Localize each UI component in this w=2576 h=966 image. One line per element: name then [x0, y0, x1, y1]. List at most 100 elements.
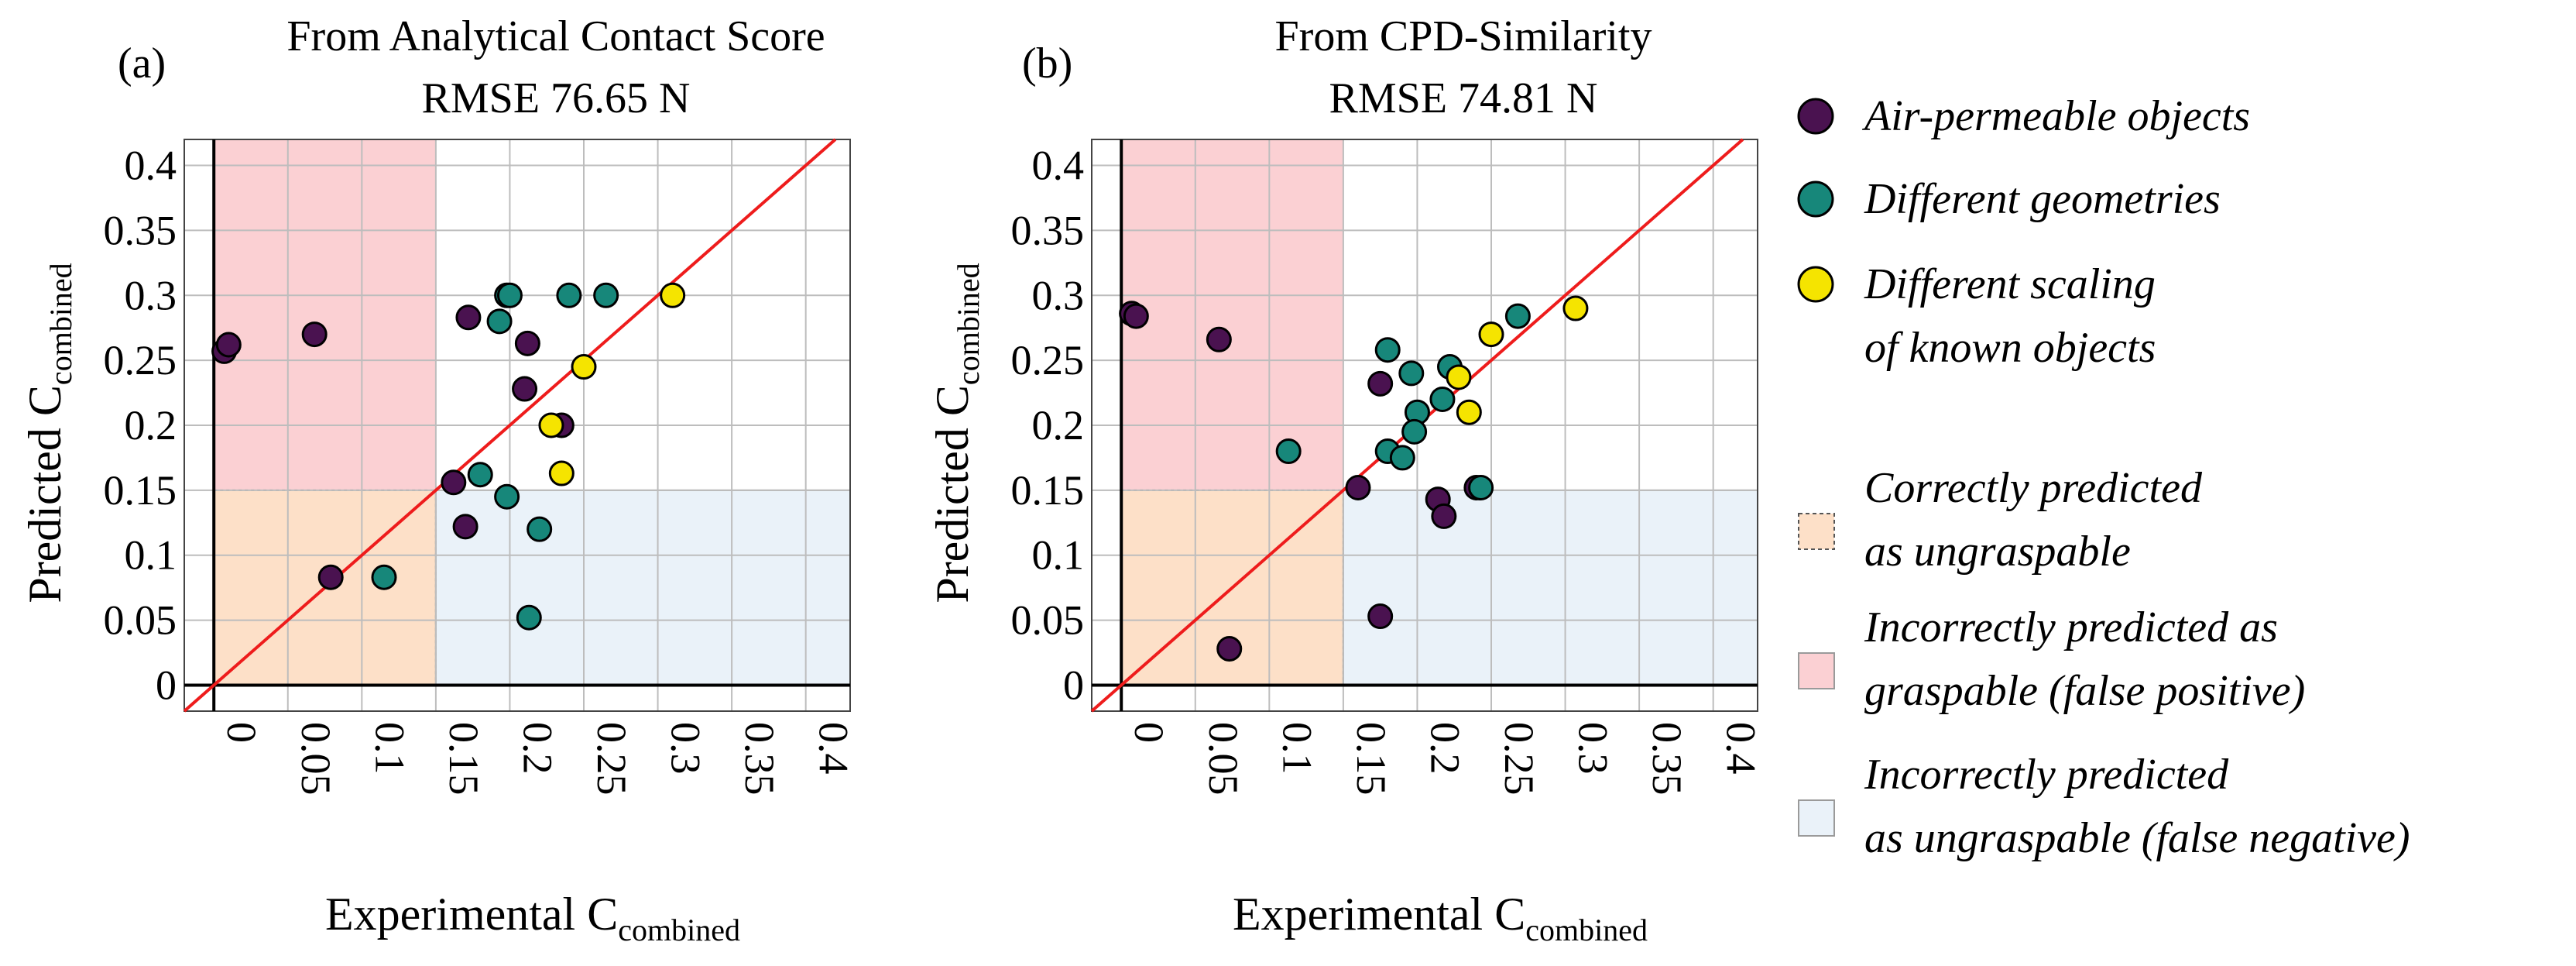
y-tick-label: 0.35 — [1011, 207, 1085, 253]
y-axis-label-main: Predicted C — [19, 385, 70, 603]
data-point-series-2 — [486, 308, 513, 335]
data-point-series-3 — [538, 412, 564, 438]
data-point-series-3 — [1446, 364, 1472, 390]
y-tick-label: 0.15 — [1011, 467, 1085, 514]
legend-label-false-positive-line1: Incorrectly predicted as — [1864, 603, 2278, 651]
y-axis-label-sub: combined — [951, 263, 986, 385]
data-point-series-2 — [1398, 360, 1425, 387]
x-tick-label: 0.2 — [1422, 722, 1468, 775]
identity-line — [183, 138, 837, 713]
legend-label-false-negative-line1: Incorrectly predicted — [1864, 751, 2229, 799]
y-tick-label: 0.2 — [1032, 402, 1085, 449]
data-point-series-2 — [1389, 445, 1415, 471]
chart-title-line1: From Analytical Contact Score — [286, 12, 825, 60]
y-axis-label-main: Predicted C — [927, 385, 978, 603]
data-point-series-3 — [571, 354, 597, 380]
data-point-series-1 — [441, 469, 467, 496]
data-point-series-2 — [371, 564, 397, 590]
x-axis-label-main: Experimental C — [325, 889, 618, 940]
data-point-series-2 — [1429, 386, 1456, 412]
chart-title-line1: From CPD-Similarity — [1275, 12, 1652, 60]
y-tick-label: 0.3 — [125, 272, 177, 318]
legend-label-series-3: Different scaling — [1864, 260, 2156, 308]
data-point-series-1 — [215, 332, 242, 358]
x-axis-label-sub: combined — [618, 913, 740, 947]
legend-swatch-false-negative — [1798, 799, 1835, 837]
y-tick-label: 0.1 — [1032, 532, 1085, 579]
y-tick-label: 0.1 — [125, 532, 177, 579]
legend-label-series-3-line2: of known objects — [1864, 324, 2156, 372]
data-point-series-2 — [527, 516, 553, 542]
region-false-negative — [435, 490, 850, 686]
legend: Air-permeable objects Different geometrie… — [1797, 92, 2410, 862]
y-tick-label: 0.05 — [1011, 597, 1085, 644]
data-point-series-1 — [512, 376, 538, 402]
data-point-series-2 — [1504, 303, 1531, 329]
legend-marker-series-2 — [1797, 180, 1834, 218]
plot-frame — [184, 139, 851, 712]
data-point-series-1 — [301, 321, 328, 348]
y-tick-label: 0.25 — [104, 337, 177, 383]
data-point-series-3 — [1478, 321, 1504, 348]
data-point-series-1 — [1367, 603, 1394, 630]
y-tick-label: 0 — [1063, 662, 1084, 708]
x-tick-label: 0.05 — [1200, 722, 1247, 796]
y-tick-label: 0.4 — [125, 143, 177, 189]
legend-label-false-negative-line2: as ungraspable (false negative) — [1864, 814, 2410, 862]
x-axis-label: Experimental Ccombined — [1233, 889, 1648, 947]
x-tick-label: 0.3 — [1570, 722, 1617, 775]
data-point-series-2 — [593, 282, 619, 308]
legend-label-correct-ungraspable-line1: Correctly predicted — [1864, 464, 2203, 512]
x-tick-label: 0.25 — [588, 722, 635, 796]
y-tick-label: 0.3 — [1032, 272, 1085, 318]
panel-b: 0 0.05 0.1 0.15 0.2 0.25 0.3 0.35 0.4 0 0.05 0.1 0.1… — [927, 12, 1765, 947]
data-point-series-1 — [1216, 635, 1243, 662]
x-tick-label: 0.35 — [1644, 722, 1690, 796]
data-point-series-1 — [452, 514, 478, 540]
data-point-series-3 — [1562, 295, 1589, 321]
x-tick-label: 0.35 — [736, 722, 783, 796]
x-tick-label: 0 — [218, 722, 265, 743]
data-point-series-2 — [1468, 475, 1494, 501]
panel-label: (b) — [1022, 40, 1072, 88]
region-false-positive — [214, 139, 436, 490]
legend-label-correct-ungraspable-line2: as ungraspable — [1864, 528, 2131, 576]
x-tick-label: 0.4 — [1718, 722, 1765, 775]
legend-marker-series-3 — [1797, 266, 1834, 303]
data-point-series-2 — [494, 483, 520, 510]
data-point-series-2 — [1374, 337, 1401, 363]
data-point-series-1 — [455, 304, 482, 331]
x-axis-label: Experimental Ccombined — [325, 889, 740, 947]
legend-label-series-1: Air-permeable objects — [1861, 92, 2250, 140]
data-point-series-3 — [548, 460, 575, 486]
x-axis-label-sub: combined — [1525, 913, 1648, 947]
y-tick-label: 0.05 — [104, 597, 177, 644]
data-point-series-1 — [514, 330, 540, 356]
legend-label-series-2: Different geometries — [1864, 175, 2221, 223]
data-point-series-1 — [1431, 503, 1457, 529]
region-false-positive — [1121, 139, 1343, 490]
x-tick-label: 0.05 — [293, 722, 339, 796]
data-point-series-2 — [467, 462, 493, 488]
x-tick-label: 0.1 — [366, 722, 413, 775]
data-point-series-3 — [660, 282, 686, 308]
data-point-series-2 — [1275, 438, 1302, 465]
legend-swatch-correct-ungraspable — [1798, 513, 1835, 550]
data-point-series-2 — [516, 604, 542, 631]
x-tick-label: 0.15 — [441, 722, 487, 796]
y-tick-label: 0.4 — [1032, 143, 1085, 189]
panel-label: (a) — [118, 40, 166, 88]
data-point-series-1 — [1345, 475, 1371, 501]
y-axis-label-sub: combined — [43, 263, 78, 385]
x-tick-label: 0.1 — [1274, 722, 1320, 775]
x-tick-label: 0.4 — [811, 722, 857, 775]
y-tick-label: 0.2 — [125, 402, 177, 449]
region-false-negative — [1343, 490, 1758, 686]
y-tick-label: 0 — [156, 662, 177, 708]
data-point-series-2 — [556, 282, 582, 308]
y-axis-label: Predicted Ccombined — [19, 263, 78, 603]
data-point-series-1 — [1123, 303, 1149, 329]
plot-frame — [1091, 139, 1758, 712]
y-tick-label: 0.25 — [1011, 337, 1085, 383]
